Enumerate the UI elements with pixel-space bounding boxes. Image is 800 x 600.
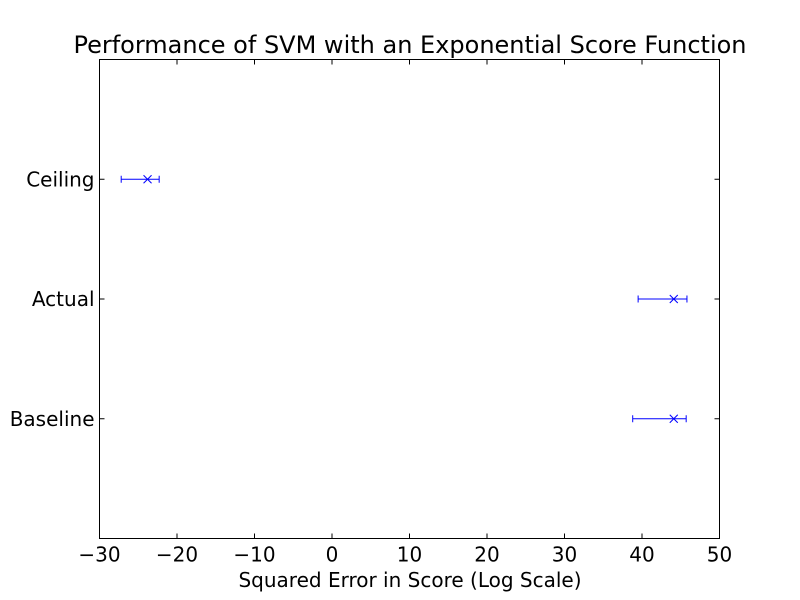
x-tick-label: −20 xyxy=(156,543,198,567)
y-axis-ticks: Baseline Actual Ceiling xyxy=(10,167,720,431)
x-tick-label: −30 xyxy=(78,543,120,567)
x-tick-label: 20 xyxy=(474,543,499,567)
marker-actual xyxy=(669,294,679,304)
y-tick-label-actual: Actual xyxy=(32,287,95,311)
x-tick-label: −10 xyxy=(233,543,275,567)
x-axis-label: Squared Error in Score (Log Scale) xyxy=(238,568,581,592)
x-tick-label: 40 xyxy=(629,543,654,567)
y-tick-label-ceiling: Ceiling xyxy=(26,167,94,191)
plot-frame xyxy=(99,59,720,539)
x-tick-label: 0 xyxy=(326,543,339,567)
x-axis-ticks: −30 −20 −10 0 10 20 30 40 50 xyxy=(78,59,732,567)
y-tick-label-baseline: Baseline xyxy=(10,407,95,431)
x-tick-label: 30 xyxy=(552,543,577,567)
chart-title: Performance of SVM with an Exponential S… xyxy=(73,31,746,59)
x-tick-label: 50 xyxy=(707,543,732,567)
data-marks xyxy=(120,174,688,424)
marker-ceiling xyxy=(143,174,152,184)
marker-baseline xyxy=(669,414,679,424)
x-tick-label: 10 xyxy=(397,543,422,567)
